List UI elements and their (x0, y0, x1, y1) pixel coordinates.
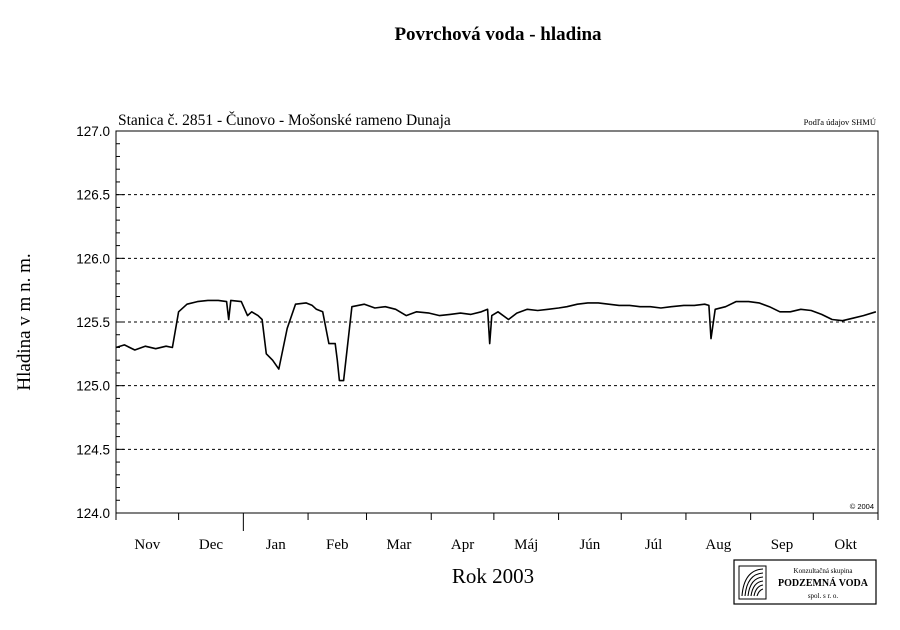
y-tick-label: 124.0 (76, 506, 110, 521)
x-axis: Nov Dec Jan Feb Mar Apr Máj Jún Júl Aug Sep Okt (115, 512, 879, 553)
source-note: Podľa údajov SHMÚ (804, 117, 876, 127)
x-tick-label: Mar (386, 537, 411, 553)
logo-mark-icon (738, 565, 767, 600)
y-tick-label: 125.5 (76, 315, 110, 330)
logo-line-2: PODZEMNÁ VODA (778, 577, 869, 589)
y-axis-tick-labels: 124.0 124.5 125.0 125.5 126.0 126.5 127.0 (76, 124, 110, 521)
x-tick-label: Júl (645, 537, 663, 553)
x-tick-label: Sep (771, 537, 794, 553)
station-label: Stanica č. 2851 - Čunovo - Mošonské rame… (118, 112, 451, 129)
x-axis-label: Rok 2003 (452, 564, 534, 588)
grid-lines (116, 130, 878, 514)
company-logo: Konzultačná skupina PODZEMNÁ VODA spol. … (733, 559, 877, 605)
x-tick-label: Feb (326, 537, 349, 553)
plot-area: Stanica č. 2851 - Čunovo - Mošonské rame… (115, 112, 879, 514)
x-tick-label: Okt (834, 537, 857, 553)
y-tick-label: 127.0 (76, 124, 110, 139)
x-tick-label: Dec (199, 537, 223, 553)
y-tick-label: 126.0 (76, 251, 110, 266)
logo-line-1: Konzultačná skupina (794, 567, 854, 575)
y-tick-label: 125.0 (76, 379, 110, 394)
y-tick-label: 124.5 (76, 442, 110, 457)
y-minor-ticks (116, 143, 120, 501)
y-axis-label: Hladina v m n. m. (14, 253, 35, 390)
x-tick-label: Aug (705, 537, 731, 553)
logo-line-3: spol. s r. o. (808, 592, 839, 600)
copyright-note: © 2004 (850, 502, 874, 511)
series-line-water-level (115, 299, 877, 382)
x-tick-label: Jan (266, 537, 286, 553)
x-tick-label: Máj (514, 537, 538, 553)
x-tick-label: Jún (579, 537, 600, 553)
x-tick-label: Apr (451, 537, 474, 553)
chart-title: Povrchová voda - hladina (394, 24, 602, 45)
y-tick-label: 126.5 (76, 188, 110, 203)
x-tick-label: Nov (134, 537, 160, 553)
